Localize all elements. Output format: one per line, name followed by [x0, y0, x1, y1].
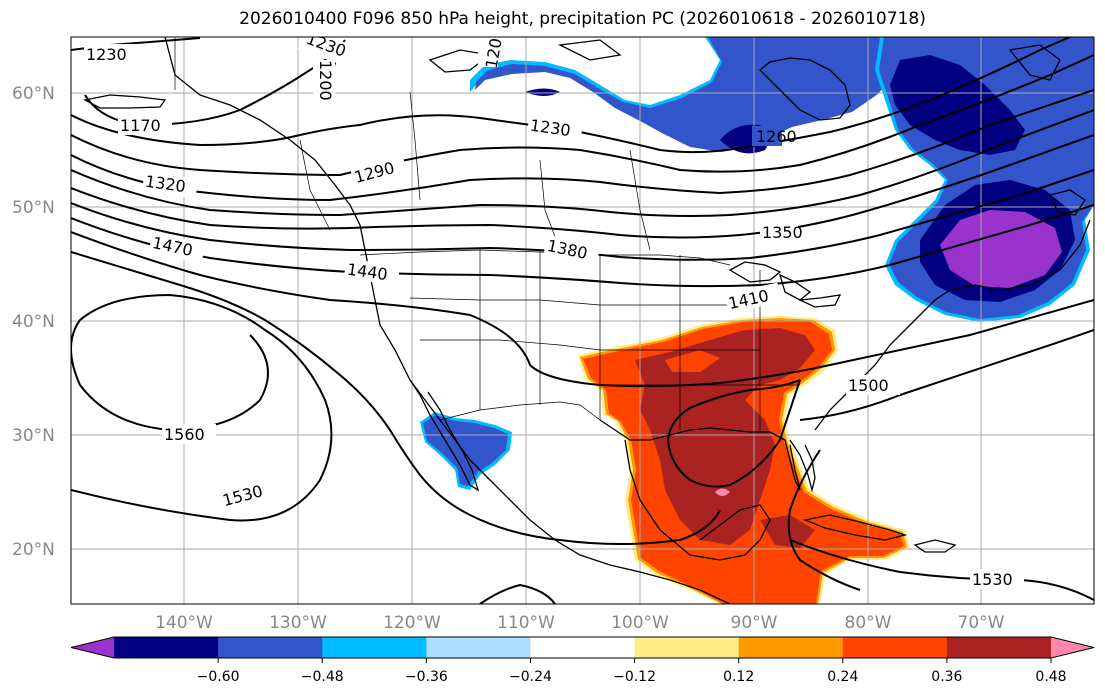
lon-label: 90°W — [731, 613, 778, 633]
longitude-labels: 140°W 130°W 120°W 110°W 100°W 90°W 80°W … — [155, 613, 1005, 633]
map-layers: 1230 1230 1200 1200 1170 1290 1230 1260 … — [71, 37, 1094, 604]
contour-label: 1560 — [164, 425, 205, 444]
colorbar-tick-label: −0.24 — [509, 669, 552, 685]
lon-label: 110°W — [497, 613, 555, 633]
colorbar-tick-label: −0.60 — [197, 669, 240, 685]
lon-label: 120°W — [383, 613, 441, 633]
contour-label: 1350 — [762, 223, 803, 242]
colorbar-swatch — [530, 637, 636, 658]
lon-label: 100°W — [611, 613, 669, 633]
colorbar-swatch — [218, 637, 323, 658]
colorbar-extend-high — [1051, 637, 1094, 658]
lat-label: 60°N — [12, 84, 55, 104]
map-frame — [70, 36, 1095, 605]
colorbar-tick-label: −0.48 — [301, 669, 344, 685]
contour-label: 1500 — [848, 376, 889, 395]
colorbar-swatch — [114, 637, 219, 658]
colorbar: −0.60 −0.48 −0.36 −0.24 −0.12 0.12 0.24 0.36 0.4… — [70, 636, 1095, 685]
contour-label: 1170 — [120, 116, 161, 135]
contour-label: 1260 — [756, 127, 797, 146]
lat-label: 50°N — [12, 198, 55, 218]
lat-label: 20°N — [12, 540, 55, 560]
graticule — [71, 37, 1094, 604]
lon-label: 140°W — [155, 613, 213, 633]
colorbar-extend-low — [71, 637, 114, 658]
lon-label: 80°W — [845, 613, 892, 633]
contour-label: 1200 — [316, 60, 335, 101]
negative-anomaly-mexico — [420, 412, 512, 490]
colorbar-swatch — [322, 637, 427, 658]
latitude-labels: 60°N 50°N 40°N 30°N 20°N — [12, 84, 55, 560]
map-title: 2026010400 F096 850 hPa height, precipit… — [239, 9, 926, 29]
colorbar-outline — [70, 636, 1095, 659]
colorbar-tick-label: 0.12 — [723, 669, 754, 685]
contour-label: 1530 — [972, 570, 1013, 589]
lat-label: 40°N — [12, 312, 55, 332]
height-contours — [71, 37, 1094, 604]
lat-label: 30°N — [12, 426, 55, 446]
negative-anomaly-east — [875, 37, 1094, 322]
colorbar-tick-label: 0.48 — [1035, 669, 1066, 685]
colorbar-swatch — [946, 637, 1052, 658]
colorbar-tick-label: 0.24 — [827, 669, 858, 685]
colorbar-swatch — [738, 637, 844, 658]
colorbar-swatch — [842, 637, 948, 658]
colorbar-tick-label: −0.12 — [613, 669, 656, 685]
colorbar-swatch — [426, 637, 531, 658]
colorbar-tick-label: 0.36 — [931, 669, 962, 685]
lon-label: 70°W — [958, 613, 1005, 633]
colorbar-tick-label: −0.36 — [405, 669, 448, 685]
contour-label: 1230 — [86, 45, 127, 64]
lon-label: 130°W — [269, 613, 327, 633]
colorbar-swatch — [634, 637, 740, 658]
